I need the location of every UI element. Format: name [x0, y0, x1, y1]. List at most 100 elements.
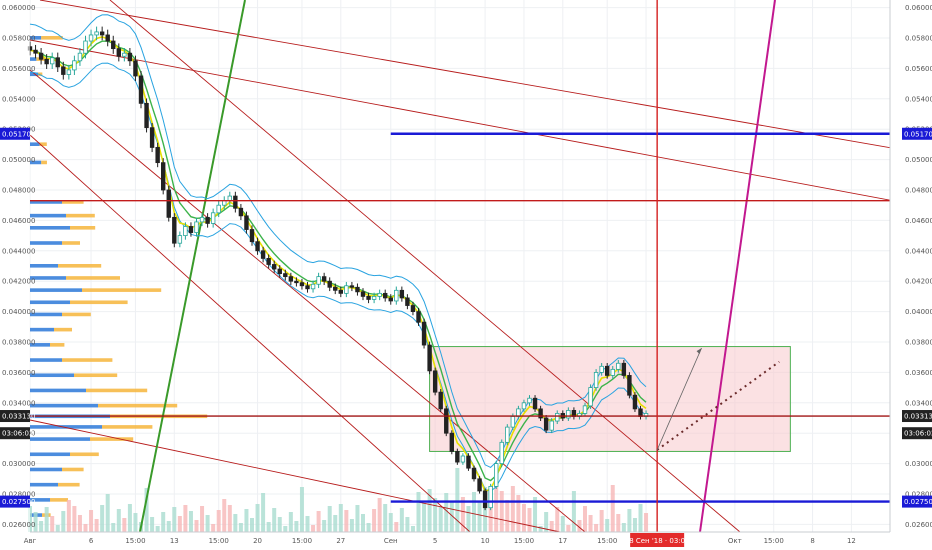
volume-bar [227, 505, 232, 532]
volume-bar [349, 519, 354, 532]
volume-bar [344, 510, 349, 532]
volume-bar [283, 526, 288, 532]
volume-bar [305, 516, 310, 532]
y-tick-label-right: 0.056000 [905, 65, 932, 73]
right-axis-bg [890, 0, 932, 550]
y-tick-label-right: 0.040000 [905, 308, 932, 316]
x-tick-label: 15:00 [292, 537, 312, 545]
y-tick-label-left: 0.050000 [2, 156, 35, 164]
volume-bar [127, 504, 132, 532]
candle-body [388, 297, 393, 302]
y-tick-label-left: 0.056000 [2, 65, 35, 73]
profile-bar-sell [70, 452, 99, 457]
volume-bar [488, 496, 493, 532]
x-axis-bg [0, 532, 932, 550]
x-tick-label: 15:00 [764, 537, 784, 545]
price-tag-right [902, 495, 932, 508]
volume-bar [150, 517, 155, 532]
horizontal-levels[interactable] [30, 0, 890, 532]
profile-bar-buy [30, 343, 50, 347]
volume-bar [555, 507, 560, 532]
candle-body [394, 289, 399, 302]
volume-bar [416, 492, 421, 532]
y-tick-label-left: 0.058000 [2, 35, 35, 43]
candle-body [366, 295, 371, 300]
price-tags: 0.051700 0.051700 0.033130 0.033130 03:06:02… [0, 127, 932, 508]
price-tag-left [0, 410, 30, 423]
profile-bar-buy [30, 241, 62, 245]
candle-body [105, 34, 110, 42]
volume-bar [466, 506, 471, 532]
price-tag-right [902, 410, 932, 423]
volume-bar [172, 507, 177, 532]
x-tick-label: 27 [336, 537, 345, 545]
volume-bar [521, 504, 526, 532]
candle-body [83, 40, 88, 54]
candle-body [216, 204, 221, 214]
candle-body [316, 276, 321, 285]
trend-line [29, 39, 932, 209]
candle-body [549, 420, 554, 431]
volume-bar [166, 521, 171, 532]
volume-bar [277, 517, 282, 532]
candle-body [188, 226, 194, 233]
candle-body [416, 311, 421, 323]
candle-body [532, 397, 538, 410]
candle-body [116, 48, 121, 57]
volume-bar [588, 515, 593, 532]
left-axis-bg [0, 0, 30, 550]
profile-bar-sell [74, 373, 118, 378]
trend-line [29, 134, 471, 533]
y-tick-label-left: 0.046000 [2, 217, 35, 225]
volume-bar [621, 523, 626, 532]
profile-bar-buy [30, 160, 42, 165]
volume-bar [544, 512, 549, 532]
candle-body [460, 455, 466, 463]
candle-body [38, 52, 44, 60]
candle-body [177, 235, 183, 244]
projection-arrowhead [696, 348, 702, 355]
profile-bar-buy [30, 72, 38, 77]
profile-bar-buy [30, 482, 58, 487]
volume-bar [183, 505, 188, 532]
moving-averages [29, 14, 647, 493]
candle-body [455, 451, 460, 463]
volume-bar [472, 492, 476, 532]
volume-bar [144, 488, 149, 532]
volume-bar [583, 506, 587, 532]
y-tick-label-left: 0.028000 [2, 491, 35, 499]
volume-bar [211, 524, 216, 532]
profile-bar-sell [66, 213, 95, 218]
profile-bar-sell [70, 226, 96, 230]
trend-line [29, 69, 586, 533]
trend-lines[interactable] [29, 0, 932, 533]
candle-body [122, 52, 127, 57]
candle-body [138, 75, 144, 104]
profile-bar-buy [30, 142, 40, 146]
candle-body [244, 215, 249, 230]
candle-body [111, 40, 116, 50]
volume-bar [533, 497, 538, 532]
volume-bar [627, 509, 632, 532]
candle-body [194, 221, 199, 233]
candle-body [210, 212, 216, 224]
volume-bar [394, 522, 399, 532]
candle-body [627, 375, 632, 396]
candle-body [166, 189, 171, 218]
volume-bar [322, 520, 327, 532]
profile-bar-buy [30, 57, 37, 61]
range-box[interactable] [429, 346, 791, 452]
candle-body [588, 387, 593, 407]
x-tick-label: 12 [847, 537, 856, 545]
cursor-time-tag: 28 Сен '18 · 03:00 [625, 533, 690, 547]
candle-body [310, 283, 316, 290]
candle-body [61, 66, 66, 75]
profile-bar-buy [30, 226, 70, 230]
candle-body [449, 432, 454, 452]
y-tick-label-left: 0.040000 [2, 308, 35, 316]
price-tag-left-label: 0.027500 [2, 498, 35, 506]
volume-bar [577, 520, 582, 532]
projection-path[interactable] [656, 347, 780, 451]
volume-bar [422, 503, 427, 532]
